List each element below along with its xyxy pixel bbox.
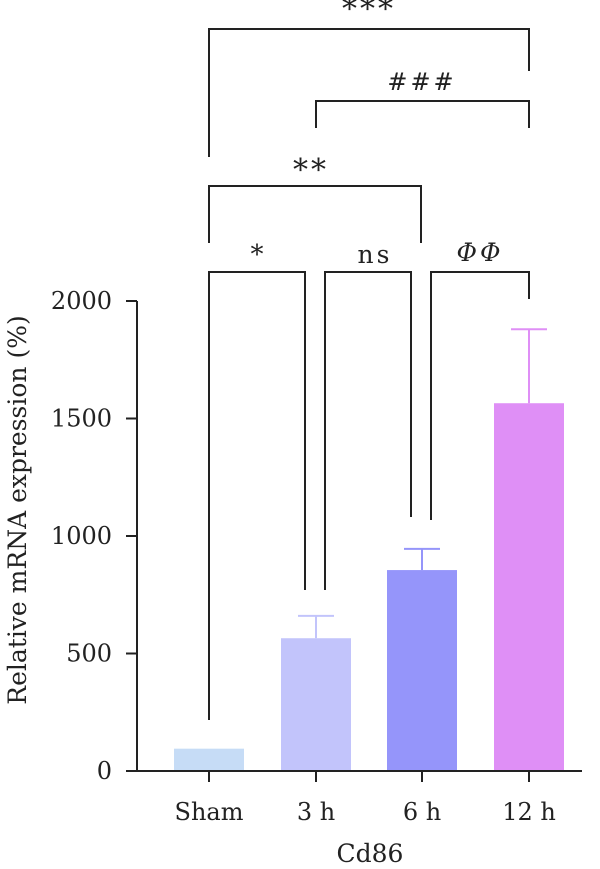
significance-label: ### — [387, 68, 456, 96]
y-tick-label: 2000 — [51, 287, 112, 315]
x-tick-label: 6 h — [403, 798, 441, 826]
x-tick-label: 12 h — [502, 798, 556, 826]
bar-sham — [174, 748, 244, 771]
significance-bracket — [208, 271, 306, 720]
significance-bracket — [430, 271, 530, 520]
x-tick-label: Sham — [175, 798, 244, 826]
y-tick-label: 500 — [66, 640, 112, 668]
y-tick-label: 1500 — [51, 405, 112, 433]
y-tick-label: 0 — [97, 757, 112, 785]
bar-3-h — [281, 638, 351, 771]
bar-6-h — [387, 570, 457, 771]
significance-bracket — [208, 28, 530, 157]
y-tick-label: 1000 — [51, 522, 112, 550]
bars-layer — [174, 328, 564, 771]
significance-bracket — [324, 271, 412, 590]
bar-12-h — [494, 403, 564, 771]
significance-label: ** — [293, 153, 329, 188]
x-axis-title: Cd86 — [337, 839, 404, 868]
x-tick-label: 3 h — [297, 798, 335, 826]
significance-label: ΦΦ — [457, 238, 504, 267]
y-axis-title: Relative mRNA expression (%) — [3, 315, 32, 705]
significance-label: * — [251, 240, 264, 270]
significance-label: *** — [342, 0, 396, 27]
significance-bracket — [208, 185, 422, 243]
significance-label: ns — [358, 240, 393, 269]
significance-bracket — [315, 100, 530, 128]
significance-layer: * ns ΦΦ ** ### *** — [208, 0, 530, 720]
ticks-layer: 0 500 1000 1500 2000 Sham 3 h 6 h 12 h — [51, 287, 556, 826]
